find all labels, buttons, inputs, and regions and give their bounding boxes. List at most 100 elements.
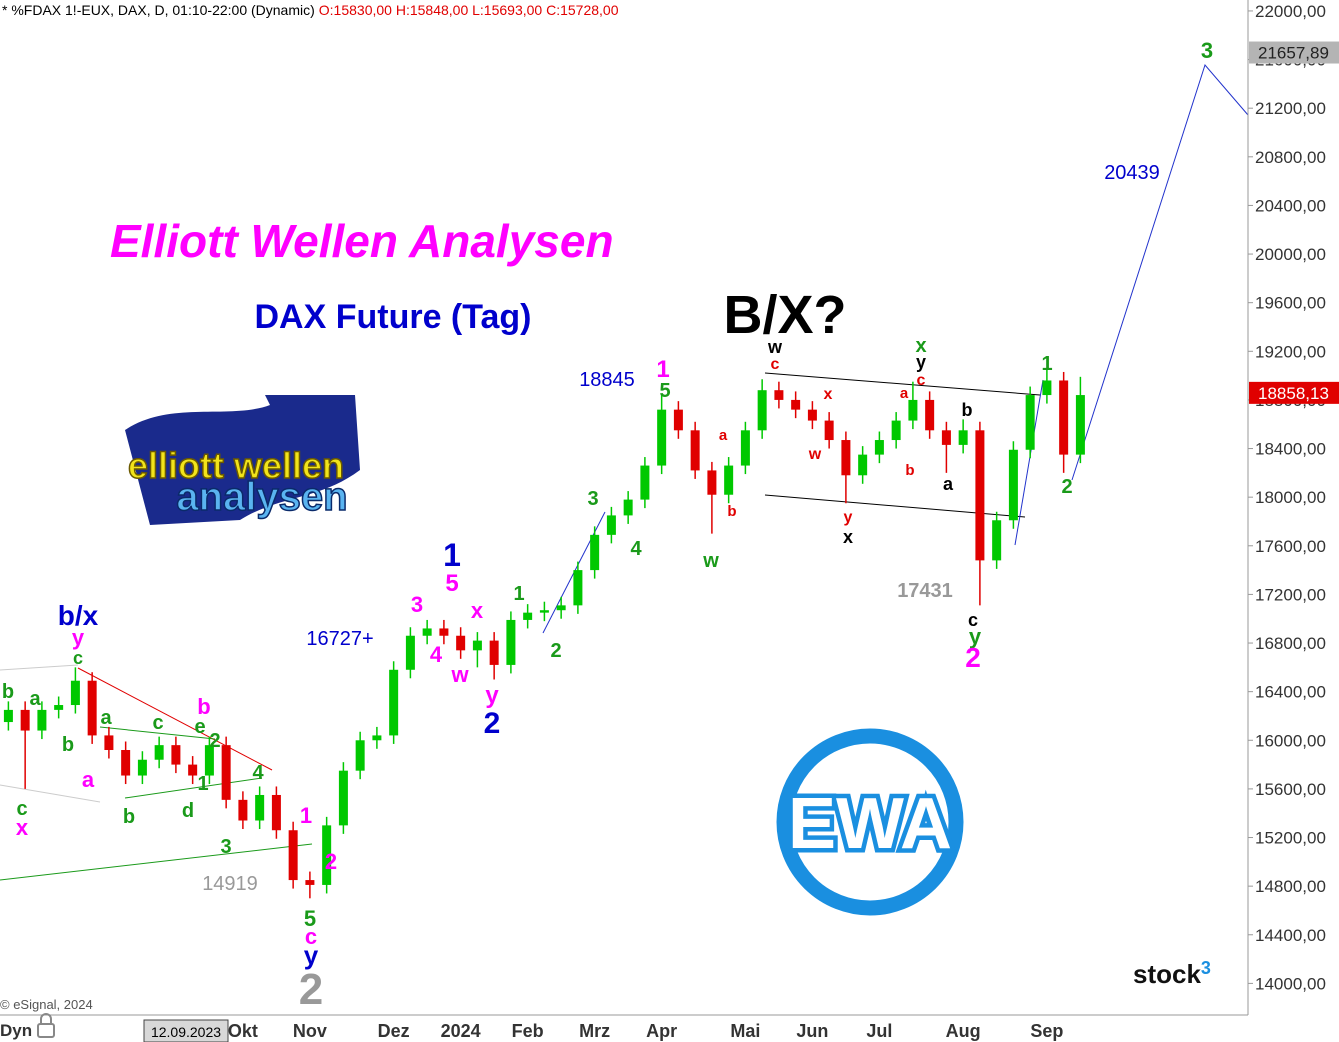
cursor-date-box [143,1019,229,1042]
candle-body [975,430,985,561]
wave-label: 1 [443,537,461,573]
wave-label: B/X? [723,285,846,345]
wave-label: 17431 [897,580,953,602]
wave-label: a [82,767,95,792]
copyright: © eSignal, 2024 [0,997,93,1012]
candle-body [221,745,231,800]
candle-body [556,605,566,611]
wave-label: b [123,806,135,828]
wave-label: 5 [659,380,670,402]
price-tag-label: 18858,13 [1258,384,1329,403]
candle-body [992,520,1002,561]
wave-label: 2 [965,642,981,673]
wave-label: x [16,815,29,840]
x-tick-label: Jun [796,1021,828,1041]
wave-label: w [808,446,822,463]
wave-label: 2 [209,730,220,752]
wave-label: 4 [630,538,642,560]
wave-label: w [702,550,719,572]
candle-body [188,764,198,776]
candle-body [791,399,801,410]
candle-body [690,430,700,471]
candle-body [389,669,399,736]
logo-text: analysen [176,475,347,519]
header-ohlc: O:15830,00 H:15848,00 L:15693,00 C:15728… [319,2,619,18]
trend-line [77,667,273,771]
candle-body [20,709,30,731]
candle-body [54,705,64,710]
wave-label: b [62,734,74,756]
wave-label: c [771,356,780,373]
y-tick-label: 16400,00 [1255,683,1326,702]
wave-label: 2 [550,640,561,662]
y-tick-label: 16800,00 [1255,634,1326,653]
candle-body [908,399,918,421]
wave-label: c [16,798,27,820]
y-axis: 14000,00 14400,00 14800,00 15200,00 15600,00… [1248,2,1339,993]
candle-body [472,640,482,651]
candle-body [338,770,348,826]
wave-label: y [969,624,982,649]
wave-label: a [100,707,112,729]
candles [3,369,1085,899]
wave-label: e [194,716,205,738]
watermark: stock3 [1133,958,1211,989]
wave-label: x [824,386,833,403]
price-tag-box [1249,381,1339,404]
badge-text: EWA [788,784,952,864]
wave-label: b [727,503,736,520]
x-tick-label: Sep [1030,1021,1063,1041]
chart-title: Elliott Wellen Analysen [110,215,614,267]
y-tick-label: 18400,00 [1255,440,1326,459]
wave-label: 16727+ [306,628,373,650]
logo-flag [125,395,360,525]
candle-body [456,635,466,651]
wave-label: y [485,682,499,709]
wave-label: y [304,940,319,970]
wave-label: 2 [484,707,501,740]
y-tick-label: 19200,00 [1255,342,1326,361]
price-tag-box [1249,41,1339,64]
candle-body [623,499,633,516]
candle-body [137,759,147,776]
lock-icon [37,1013,55,1038]
footer-left: Dyn [0,1021,32,1040]
x-tick-label: 2024 [441,1021,481,1041]
y-tick-label: 14000,00 [1255,974,1326,993]
wave-label: c [73,648,83,668]
watermark-sup: 3 [1201,958,1211,978]
candle-body [271,794,281,831]
x-tick-label: Nov [293,1021,327,1041]
candle-body [439,628,449,636]
candle-body [1042,380,1052,396]
candle-body [1008,449,1018,521]
wave-label: d [182,800,194,822]
wave-label: y [72,625,85,650]
projection-line [1014,379,1044,546]
candle-body [539,610,549,613]
candle-body [824,420,834,441]
y-tick-label: 14400,00 [1255,926,1326,945]
wave-label: 4 [430,642,443,667]
y-tick-label: 22000,00 [1255,2,1326,21]
candle-body [958,430,968,445]
candle-body [489,640,499,665]
watermark-text: stock [1133,959,1201,989]
candle-body [255,794,265,821]
candle-body [673,409,683,431]
lock-body [37,1023,55,1038]
wave-label: 2 [1061,476,1072,498]
trend-line [0,784,101,803]
y-tick-label: 21200,00 [1255,99,1326,118]
wave-label: 2 [299,965,323,1014]
wave-label: a [900,385,909,402]
candle-body [891,420,901,441]
candle-body [1025,395,1035,450]
candle-body [305,880,315,885]
wave-label: b [197,694,210,719]
candle-body [874,440,884,455]
